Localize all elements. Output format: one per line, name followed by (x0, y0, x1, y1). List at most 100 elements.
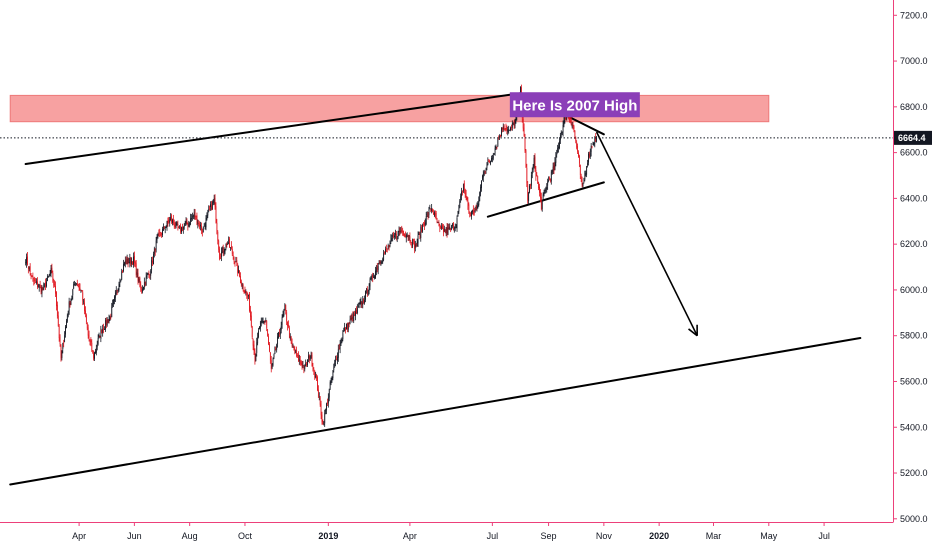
price-candle (553, 162, 555, 175)
svg-text:6600.0: 6600.0 (900, 148, 928, 158)
price-candle (321, 411, 323, 425)
date-tick: Jul (818, 522, 830, 541)
price-candle (492, 152, 494, 161)
price-candle (253, 340, 255, 356)
price-candle (123, 259, 124, 273)
price-candle (58, 324, 60, 342)
svg-text:5000.0: 5000.0 (900, 514, 928, 524)
price-candle (311, 352, 313, 367)
price-candle (181, 226, 182, 234)
price-candle (341, 337, 343, 344)
price-candle (171, 213, 172, 224)
price-candle (237, 262, 239, 277)
price-candle (370, 275, 372, 280)
price-candle (227, 241, 229, 245)
price-candle (79, 283, 81, 291)
price-candle (64, 331, 66, 343)
price-candle (429, 204, 431, 210)
price-candle (200, 221, 201, 231)
price-candle (490, 160, 491, 166)
price-candle (274, 346, 276, 355)
price-candle (318, 392, 320, 401)
price-tick: 5600.0 (893, 376, 928, 386)
price-candle (143, 286, 144, 291)
price-tick: 6800.0 (893, 102, 928, 112)
price-candle (460, 193, 462, 203)
price-candle (327, 398, 328, 406)
price-candle (486, 162, 488, 171)
price-candle (104, 318, 106, 332)
price-candle (155, 236, 157, 253)
price-candle (172, 214, 174, 226)
price-candle (266, 320, 268, 332)
price-candle (584, 170, 586, 182)
price-candle (130, 256, 132, 267)
date-tick: May (760, 522, 778, 541)
price-candle (39, 280, 41, 289)
price-candle (90, 337, 92, 347)
price-candle (330, 377, 332, 386)
price-candle (331, 376, 333, 383)
price-candle (596, 136, 598, 143)
price-candle (38, 284, 40, 292)
price-tick: 7000.0 (893, 56, 928, 66)
price-candle (407, 234, 409, 241)
price-candle (564, 116, 566, 124)
price-candle (547, 178, 549, 190)
price-candle (408, 235, 410, 241)
date-tick: Apr (403, 522, 417, 541)
price-candle (148, 270, 150, 278)
price-candle (66, 318, 67, 329)
price-candle (473, 208, 475, 216)
price-candle (250, 311, 252, 328)
price-candle (91, 339, 93, 352)
price-candle (573, 124, 575, 133)
price-candle (182, 226, 184, 234)
price-candle (138, 276, 140, 283)
price-candle (31, 275, 33, 278)
price-candle (548, 176, 550, 183)
price-candle (264, 320, 266, 326)
price-candle (271, 363, 273, 370)
date-tick: Aug (182, 522, 198, 541)
price-candle (220, 247, 222, 262)
price-candle (42, 286, 44, 291)
price-candle (241, 282, 243, 290)
price-candle (394, 229, 396, 239)
price-candle (442, 223, 443, 230)
price-candle (391, 234, 393, 242)
price-candle (522, 116, 524, 132)
price-candle (499, 134, 501, 140)
price-candle (472, 205, 474, 216)
price-candle (403, 230, 404, 237)
price-candle (453, 222, 454, 231)
price-candle (497, 138, 499, 148)
price-candle (278, 329, 280, 337)
price-candle (216, 218, 218, 235)
trendline-4 (9, 336, 862, 486)
price-candle (43, 282, 45, 291)
price-candle (399, 227, 401, 236)
price-candle (166, 220, 168, 231)
price-candle (228, 236, 230, 244)
svg-text:6200.0: 6200.0 (900, 239, 928, 249)
price-candle (537, 175, 539, 184)
price-candle (461, 187, 462, 201)
trendline-layer (9, 92, 862, 486)
price-candle (145, 272, 147, 286)
price-candle (246, 291, 248, 299)
price-candle (46, 274, 48, 282)
price-candle (405, 233, 407, 243)
price-candle (70, 298, 72, 306)
price-candle (439, 223, 441, 233)
price-candle (581, 176, 583, 188)
price-candle (493, 152, 495, 155)
price-candle (82, 290, 84, 306)
price-candle (467, 197, 469, 210)
price-candle (367, 289, 369, 296)
price-candle (488, 159, 490, 163)
price-candle (201, 222, 202, 235)
price-candle (527, 181, 529, 204)
price-candle (394, 232, 395, 240)
